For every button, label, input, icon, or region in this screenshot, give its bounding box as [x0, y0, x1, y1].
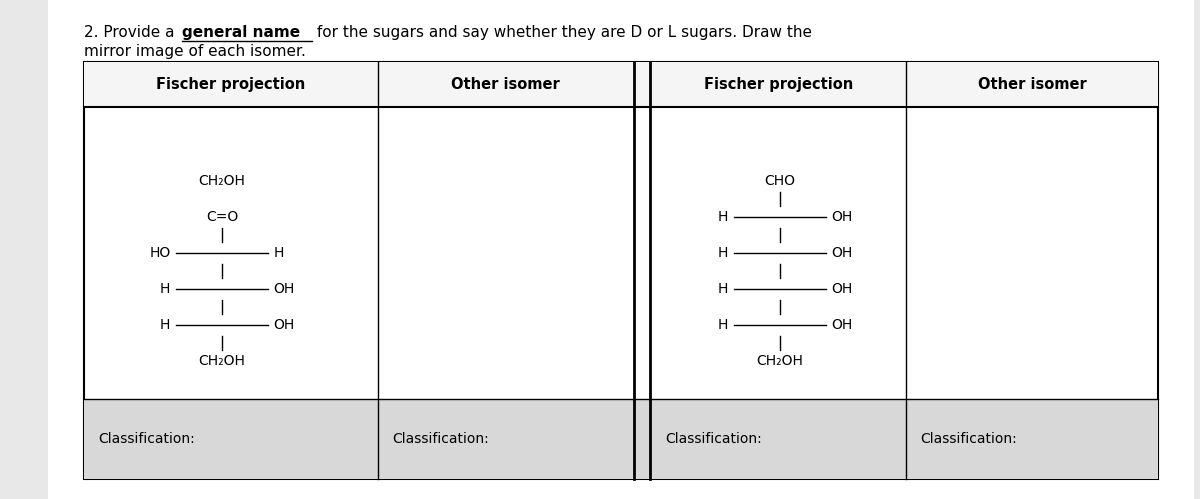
Text: CH₂OH: CH₂OH — [198, 353, 246, 368]
Text: H: H — [718, 246, 728, 260]
Text: general name: general name — [182, 25, 300, 40]
Text: for the sugars and say whether they are D or L sugars. Draw the: for the sugars and say whether they are … — [312, 25, 812, 40]
Text: Fischer projection: Fischer projection — [156, 77, 306, 92]
Text: CHO: CHO — [764, 174, 796, 188]
Bar — [84, 62, 1158, 479]
Text: H: H — [274, 246, 284, 260]
Text: CH₂OH: CH₂OH — [198, 174, 246, 188]
Text: HO: HO — [149, 246, 170, 260]
Text: H: H — [718, 317, 728, 332]
Text: Classification:: Classification: — [920, 432, 1018, 446]
Text: CH₂OH: CH₂OH — [756, 353, 804, 368]
Text: H: H — [718, 210, 728, 224]
Text: H: H — [160, 281, 170, 296]
Text: OH: OH — [274, 281, 295, 296]
Text: Classification:: Classification: — [98, 432, 196, 446]
Text: OH: OH — [832, 281, 853, 296]
Text: OH: OH — [832, 210, 853, 224]
Text: OH: OH — [832, 246, 853, 260]
Text: Other isomer: Other isomer — [978, 77, 1086, 92]
Text: H: H — [160, 317, 170, 332]
Text: 2. Provide a: 2. Provide a — [84, 25, 179, 40]
Text: Fischer projection: Fischer projection — [703, 77, 853, 92]
Text: Classification:: Classification: — [665, 432, 762, 446]
Text: OH: OH — [832, 317, 853, 332]
Text: Classification:: Classification: — [392, 432, 490, 446]
Text: C=O: C=O — [206, 210, 238, 224]
Text: H: H — [718, 281, 728, 296]
Text: OH: OH — [274, 317, 295, 332]
Text: Other isomer: Other isomer — [451, 77, 560, 92]
Bar — [84, 399, 1158, 479]
Bar — [84, 62, 1158, 107]
Text: mirror image of each isomer.: mirror image of each isomer. — [84, 44, 306, 59]
